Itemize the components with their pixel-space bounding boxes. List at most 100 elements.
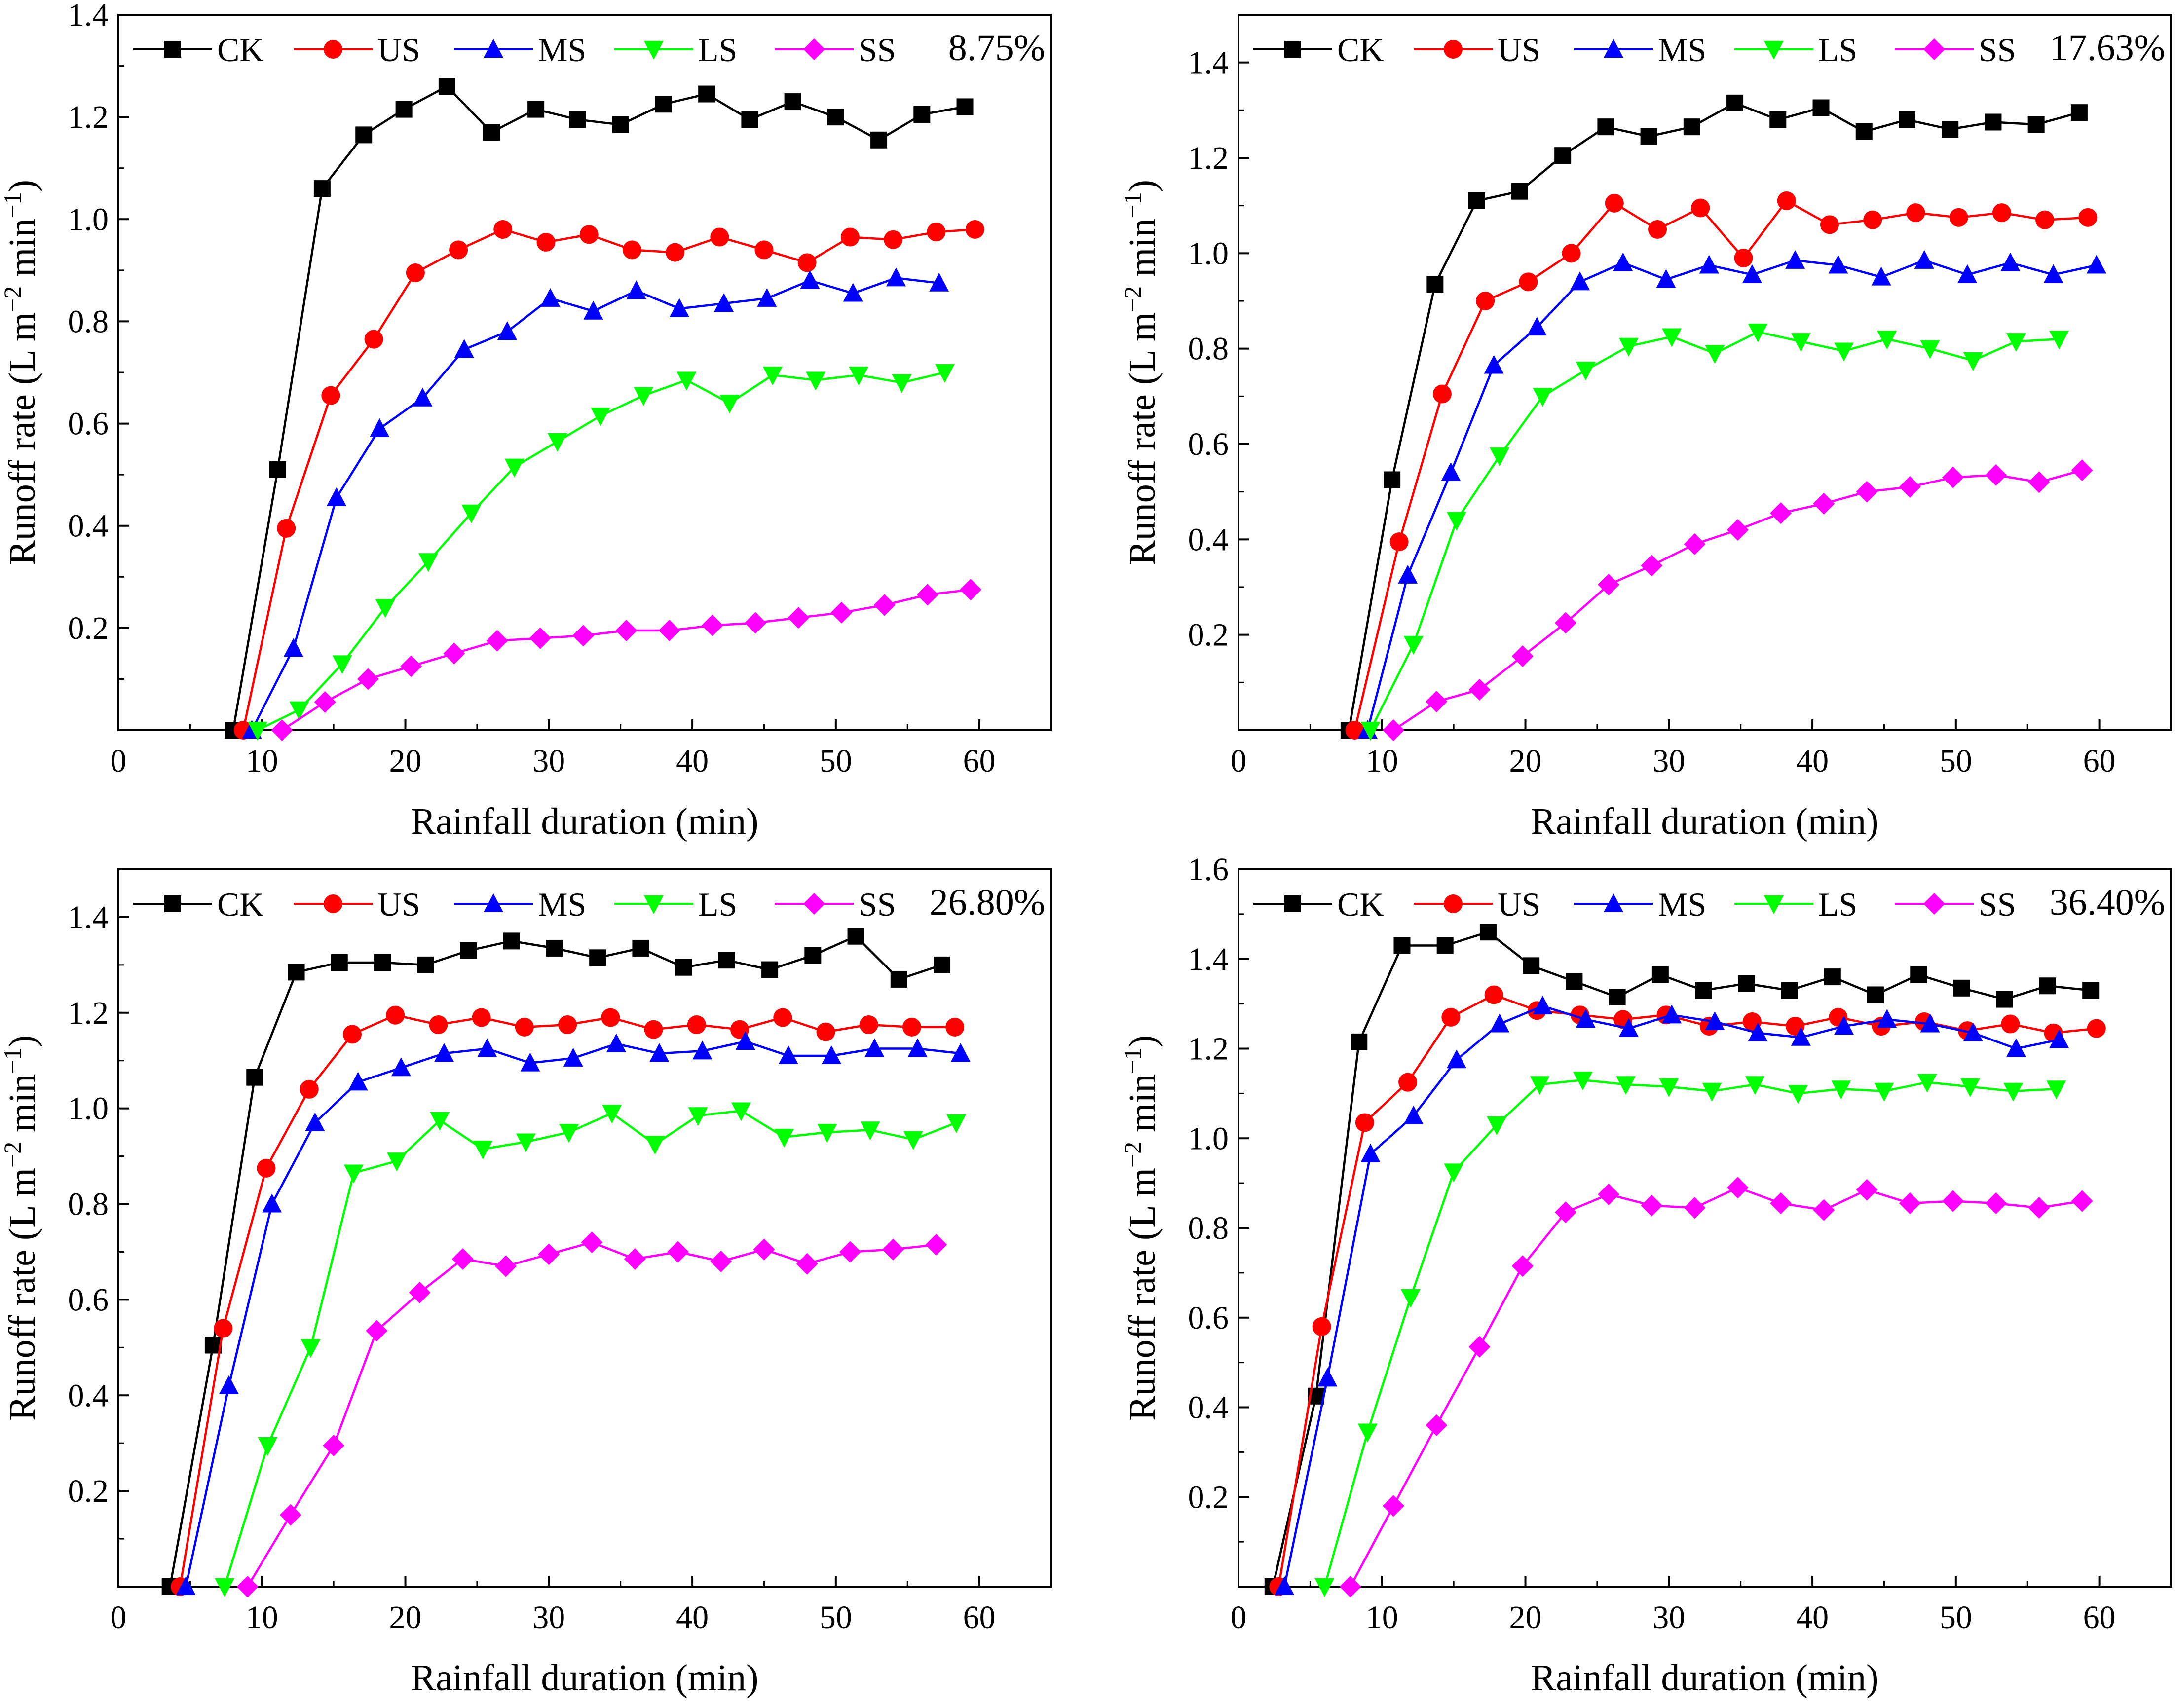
data-point: [583, 300, 603, 320]
x-tick-label: 60: [963, 1599, 996, 1635]
y-tick-label: 1.4: [68, 899, 109, 935]
data-point: [1985, 113, 2002, 131]
series-ck: [225, 78, 974, 739]
y-axis-label-mid: min: [1122, 219, 1163, 286]
data-point: [540, 288, 561, 307]
legend-label: US: [1498, 886, 1540, 923]
y-axis-label-end: ): [1, 1035, 43, 1047]
y-tick-label: 0.6: [1188, 426, 1229, 462]
data-point: [2043, 264, 2063, 283]
data-point: [326, 487, 346, 506]
data-point: [331, 954, 348, 971]
x-tick-label: 30: [532, 1599, 565, 1635]
data-point: [536, 232, 556, 252]
data-point: [710, 227, 729, 247]
data-point: [1398, 564, 1418, 584]
data-point: [1403, 636, 1424, 655]
legend-marker: [1764, 895, 1784, 914]
x-tick-label: 20: [1509, 1599, 1542, 1635]
data-point: [1770, 1192, 1792, 1215]
data-point: [935, 364, 955, 383]
data-point: [860, 1121, 880, 1141]
legend-item: US: [1414, 31, 1540, 69]
data-point: [1523, 957, 1540, 974]
y-tick-label: 0.2: [1188, 617, 1229, 653]
data-point: [864, 1038, 885, 1057]
series-line: [1392, 469, 2083, 731]
data-point: [701, 614, 723, 636]
data-point: [1533, 388, 1553, 407]
series-ck: [1340, 94, 2088, 739]
legend-item: CK: [133, 886, 263, 923]
data-point: [1659, 1078, 1679, 1097]
data-point: [1490, 447, 1510, 467]
data-point: [1834, 342, 1854, 362]
data-point: [886, 267, 906, 287]
legend-marker: [164, 895, 181, 912]
x-tick-label: 20: [389, 1599, 422, 1635]
data-point: [688, 1107, 708, 1126]
data-point: [1554, 1201, 1576, 1224]
x-axis-label: Rainfall duration (min): [1531, 1657, 1879, 1699]
data-point: [300, 1079, 319, 1099]
x-tick-label: 0: [1231, 743, 1247, 779]
data-point: [946, 1114, 967, 1133]
legend-label: CK: [1337, 886, 1384, 923]
series-us: [171, 1005, 965, 1596]
series-ss: [1339, 1177, 2093, 1597]
series-ss: [236, 1231, 947, 1597]
data-point: [1705, 1011, 1725, 1030]
data-point: [1312, 1317, 1331, 1336]
data-point: [1530, 1076, 1550, 1095]
y-tick-label: 1.0: [68, 201, 109, 237]
x-axis-label: Rainfall duration (min): [411, 1657, 759, 1699]
data-point: [1871, 266, 1891, 286]
legend-marker: [1764, 41, 1784, 60]
legend-item: SS: [1895, 886, 2016, 923]
data-point: [2086, 255, 2106, 274]
data-point: [644, 1020, 663, 1039]
data-point: [1695, 982, 1712, 999]
data-point: [1609, 988, 1626, 1005]
data-point: [1828, 255, 1848, 274]
y-tick-label: 0.4: [1188, 1390, 1229, 1426]
data-point: [1476, 292, 1495, 310]
data-point: [370, 418, 390, 437]
x-tick-label: 50: [1940, 1599, 1972, 1635]
data-point: [913, 106, 931, 123]
data-point: [288, 964, 305, 981]
data-point: [687, 1015, 706, 1035]
data-point: [1554, 147, 1572, 164]
data-point: [1877, 331, 1897, 350]
data-point: [710, 1250, 732, 1272]
data-point: [2078, 208, 2098, 227]
data-point: [579, 225, 599, 244]
data-point: [269, 461, 286, 478]
data-point: [731, 1102, 751, 1121]
data-point: [2039, 977, 2056, 995]
data-point: [1791, 333, 1811, 352]
data-point: [761, 961, 779, 978]
data-point: [1605, 193, 1624, 213]
y-tick-label: 1.4: [1188, 941, 1229, 977]
series-us: [1345, 191, 2098, 740]
data-point: [176, 1576, 196, 1595]
data-point: [892, 374, 912, 393]
data-point: [443, 642, 465, 665]
data-point: [1726, 94, 1744, 111]
data-point: [873, 594, 896, 616]
series-ss: [1383, 459, 2093, 741]
data-point: [503, 932, 520, 950]
y-tick-label: 0.8: [1188, 331, 1229, 367]
legend-marker: [1284, 41, 1301, 58]
data-point: [581, 1231, 603, 1254]
data-point: [1985, 464, 2007, 486]
data-point: [626, 280, 646, 299]
data-point: [559, 1124, 579, 1143]
y-tick-label: 0.8: [68, 1187, 109, 1223]
y-axis-label-mid: min: [1122, 1074, 1163, 1142]
legend-item: CK: [1253, 886, 1384, 923]
data-point: [719, 395, 740, 414]
data-point: [1597, 118, 1614, 136]
y-axis-label-main: Runoff rate (L m: [1, 1168, 43, 1421]
